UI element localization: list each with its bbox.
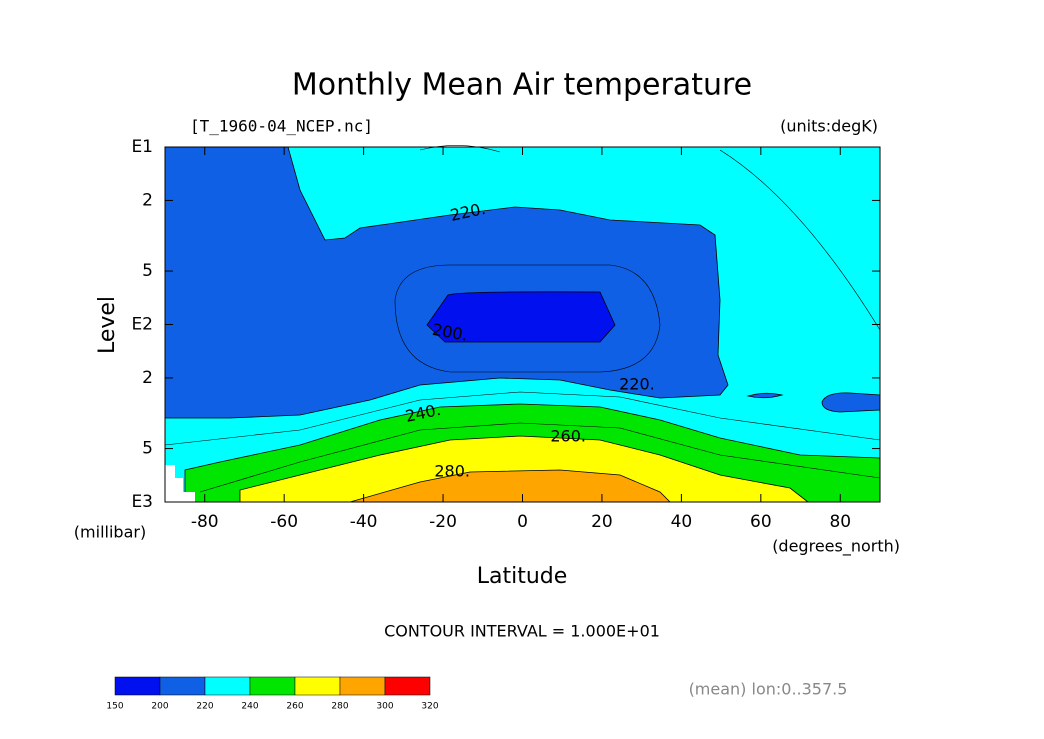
contour-line	[394, 264, 661, 373]
contour-fill	[349, 469, 671, 503]
colorbar-swatch	[114, 676, 161, 696]
colorbar-swatch	[294, 676, 341, 696]
contour-fill	[746, 392, 784, 399]
subtitle-left: [T_1960-04_NCEP.nc]	[190, 117, 373, 136]
missing-data	[165, 465, 195, 502]
y-tick-label: 5	[142, 439, 153, 459]
x-tick-label: -20	[429, 512, 457, 532]
contour-label: 260.	[550, 426, 586, 445]
colorbar-label: 320	[421, 702, 438, 712]
contour-label: 280.	[434, 461, 470, 480]
colorbar-swatch	[159, 676, 206, 696]
x-axis-units: (degrees_north)	[772, 537, 900, 557]
x-tick-label: 40	[671, 512, 693, 532]
x-tick-label: 20	[591, 512, 613, 532]
x-tick-label: 0	[517, 512, 528, 532]
chart-title: Monthly Mean Air temperature	[292, 68, 752, 103]
y-tick-label: E3	[131, 492, 153, 512]
x-tick-label: 80	[829, 512, 851, 532]
colorbar-label: 240	[241, 702, 258, 712]
colorbar-swatch	[339, 676, 386, 696]
x-tick-label: 60	[750, 512, 772, 532]
colorbar-swatch	[204, 676, 251, 696]
footer: CONTOUR INTERVAL = 1.000E+01	[384, 622, 660, 641]
colorbar-label: 300	[376, 702, 393, 712]
contour-line	[419, 145, 501, 153]
colorbar-label: 280	[331, 702, 348, 712]
contour-fill	[821, 392, 881, 413]
x-tick-label: -60	[270, 512, 298, 532]
contour-label: 220.	[619, 374, 655, 393]
contour-fill	[239, 435, 810, 503]
colorbar-label: 220	[196, 702, 213, 712]
y-tick-label: 2	[142, 190, 153, 210]
contour-line	[719, 149, 881, 331]
y-axis-title: Level	[95, 296, 120, 354]
colorbar-label: 260	[286, 702, 303, 712]
x-tick-label: -80	[191, 512, 219, 532]
y-tick-label: E2	[131, 315, 153, 335]
x-tick-label: -40	[350, 512, 378, 532]
contour-line	[164, 391, 881, 446]
y-tick-label: 5	[142, 261, 153, 281]
subtitle-right: (units:degK)	[780, 117, 878, 136]
colorbar-swatch	[384, 676, 431, 696]
y-axis-units: (millibar)	[74, 523, 146, 542]
y-tick-label: 2	[142, 368, 153, 388]
colorbar-label: 200	[151, 702, 168, 712]
contour-fill	[164, 146, 729, 419]
contour-line	[199, 422, 881, 493]
x-axis-title: Latitude	[477, 564, 568, 589]
colorbar-label: 150	[106, 702, 123, 712]
note: (mean) lon:0..357.5	[689, 680, 848, 699]
colorbar-swatch	[249, 676, 296, 696]
y-tick-label: E1	[131, 137, 153, 157]
contour-fill	[426, 291, 616, 343]
